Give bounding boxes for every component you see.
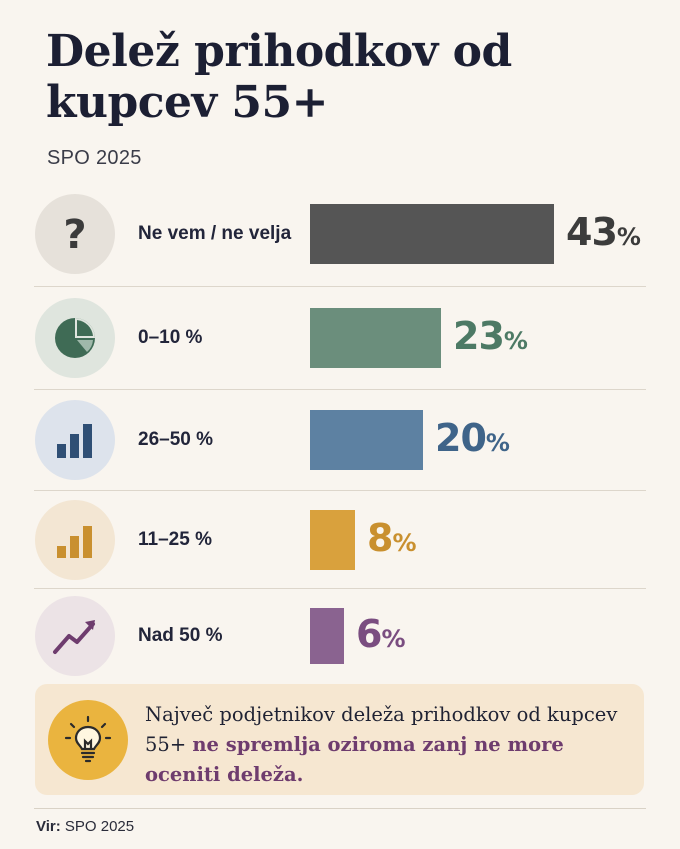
footer-source: SPO 2025 — [64, 818, 135, 835]
data-label: 43% — [566, 210, 641, 254]
data-label-unit: % — [485, 429, 510, 457]
svg-text:?: ? — [63, 212, 86, 256]
row-divider — [34, 286, 646, 287]
trend-up-icon — [35, 596, 115, 676]
pie-chart-icon — [35, 298, 115, 378]
lightbulb-icon — [48, 700, 128, 780]
data-label: 23% — [453, 314, 528, 358]
data-label-value: 23 — [453, 314, 505, 358]
page-subtitle: SPO 2025 — [47, 147, 142, 169]
data-label-value: 8 — [367, 516, 393, 560]
callout-text: Največ podjetnikov deleža prihodkov od k… — [145, 700, 625, 790]
category-label: 11–25 % — [138, 529, 212, 550]
data-label: 6% — [356, 612, 406, 656]
category-label: 0–10 % — [138, 327, 203, 348]
callout-text-highlight: ne spremlja oziroma zanj ne more oceniti… — [145, 733, 564, 786]
data-label: 8% — [367, 516, 417, 560]
page-title: Delež prihodkov od kupcev 55+ — [46, 26, 512, 128]
callout-box: Največ podjetnikov deleža prihodkov od k… — [35, 684, 644, 795]
row-divider — [34, 389, 646, 390]
bar — [310, 204, 554, 264]
row-divider — [34, 588, 646, 589]
bar-chart-small-icon — [35, 500, 115, 580]
category-label: Nad 50 % — [138, 625, 223, 646]
question-mark-icon: ? — [35, 194, 115, 274]
data-label-unit: % — [392, 529, 417, 557]
bar — [310, 608, 344, 664]
data-label: 20% — [435, 416, 510, 460]
data-label-value: 43 — [566, 210, 618, 254]
bar — [310, 510, 355, 570]
callout-text-plain: Največ podjetnikov deleža prihodkov od k… — [145, 703, 618, 756]
category-label: Ne vem / ne velja — [138, 223, 292, 244]
bar — [310, 410, 423, 470]
data-label-value: 6 — [356, 612, 382, 656]
data-label-value: 20 — [435, 416, 487, 460]
bar-chart-icon — [35, 400, 115, 480]
row-divider — [34, 490, 646, 491]
footer: Vir: SPO 2025 — [36, 818, 134, 835]
footer-divider — [34, 808, 646, 809]
footer-label: Vir: — [36, 818, 61, 835]
data-label-unit: % — [616, 223, 641, 251]
bar — [310, 308, 441, 368]
data-label-unit: % — [381, 625, 406, 653]
category-label: 26–50 % — [138, 429, 214, 450]
data-label-unit: % — [503, 327, 528, 355]
